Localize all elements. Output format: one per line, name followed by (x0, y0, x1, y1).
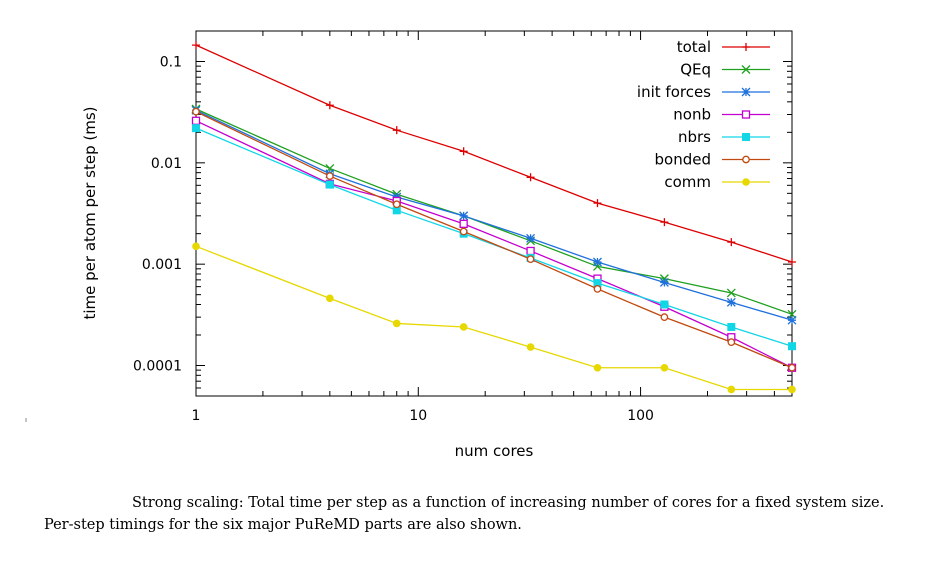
data-point (788, 385, 796, 394)
data-point (325, 101, 334, 110)
legend-label: nonb (673, 106, 711, 124)
x-axis-title: num cores (455, 442, 534, 460)
data-point (787, 315, 797, 325)
y-tick-label: 0.001 (142, 257, 182, 273)
series-total (192, 41, 796, 267)
data-point (192, 107, 200, 116)
legend-marker (741, 87, 751, 97)
legend-label: total (677, 38, 711, 56)
data-point (593, 363, 602, 372)
data-point (593, 279, 602, 288)
legend-marker (742, 155, 750, 164)
tick-labels: 1 10 100 0.1 0.01 0.001 0.0001 (133, 55, 654, 424)
data-point (459, 147, 468, 156)
data-point (192, 124, 200, 133)
data-point (526, 343, 535, 351)
data-point (593, 257, 602, 267)
y-tick-label: 0.1 (160, 55, 182, 71)
data-point (726, 288, 736, 298)
x-tick-label: 1 (192, 408, 201, 424)
data-point (526, 233, 536, 243)
series-bonded (192, 107, 796, 372)
data-point (593, 285, 602, 293)
legend: total QEq init forces nonb nbrs bonded comm (637, 38, 770, 191)
data-point (192, 242, 200, 251)
data-point (325, 180, 334, 189)
data-point (459, 211, 469, 221)
legend-marker (742, 178, 750, 186)
data-point (727, 338, 736, 346)
data-point (325, 172, 334, 180)
legend-marker (741, 110, 751, 119)
figure-caption: Strong scaling: Total time per step as a… (44, 495, 885, 533)
x-tick-label: 10 (409, 408, 427, 424)
data-point (659, 277, 669, 287)
data-point (192, 41, 200, 50)
series-layer (191, 41, 797, 394)
data-point (660, 313, 669, 321)
legend-label: init forces (637, 83, 711, 101)
data-point (191, 116, 201, 125)
chart: 1 10 100 0.1 0.01 0.001 0.0001 total QEq init fo… (25, 30, 797, 460)
data-point (660, 218, 669, 227)
data-point (788, 342, 796, 351)
legend-label: nbrs (678, 128, 711, 146)
legend-label: comm (664, 173, 711, 191)
axis-ticks (195, 30, 792, 397)
data-point (392, 126, 401, 135)
y-tick-label: 0.01 (151, 156, 182, 172)
legend-marker (742, 43, 750, 51)
data-point (726, 297, 736, 307)
x-tick-label: 100 (627, 408, 654, 424)
y-axis-title: time per atom per step (ms) (81, 106, 99, 319)
data-point (526, 255, 535, 264)
data-point (392, 200, 401, 209)
data-point (459, 227, 468, 236)
data-point (392, 206, 401, 215)
y-tick-label: 0.0001 (133, 358, 182, 374)
data-point (593, 261, 602, 271)
data-point (593, 199, 602, 208)
legend-marker (741, 65, 751, 74)
series-comm (192, 242, 796, 394)
data-point (788, 258, 796, 267)
data-point (526, 246, 535, 256)
data-point (727, 322, 736, 331)
data-point (459, 323, 468, 331)
plot-area (195, 30, 793, 397)
legend-label: QEq (680, 61, 711, 79)
data-point (660, 300, 669, 309)
legend-label: bonded (655, 151, 711, 169)
data-point (660, 363, 669, 372)
data-point (326, 294, 334, 303)
data-point (526, 173, 535, 182)
data-point (727, 238, 736, 247)
data-point (459, 219, 468, 228)
data-point (727, 385, 736, 394)
data-point (392, 319, 401, 328)
legend-marker (742, 133, 750, 141)
data-point (788, 363, 796, 372)
